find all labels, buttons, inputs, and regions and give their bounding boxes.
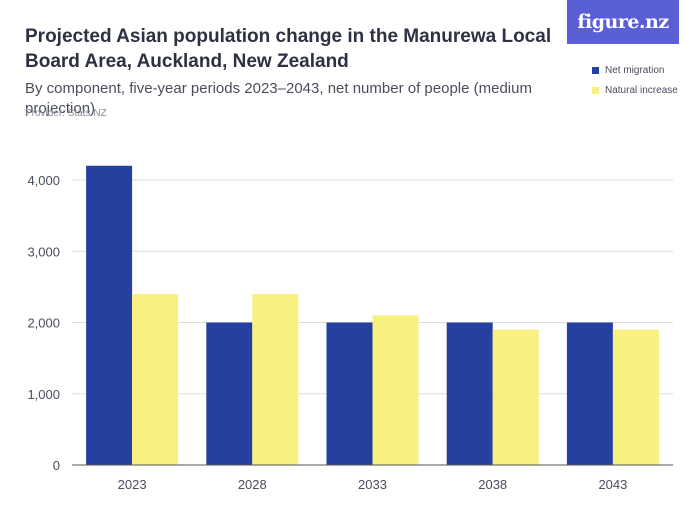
figure-nz-logo[interactable]: figure.nz	[567, 0, 679, 44]
x-tick-label: 2033	[358, 477, 387, 492]
chart-legend: Net migration Natural increase	[592, 60, 678, 100]
x-tick-label: 2043	[598, 477, 627, 492]
legend-item-net-migration: Net migration	[592, 60, 678, 80]
bar-net-migration	[206, 322, 253, 465]
bar-net-migration	[566, 322, 613, 465]
x-tick-label: 2038	[478, 477, 507, 492]
bar-natural-increase	[612, 329, 659, 465]
y-tick-label: 1,000	[27, 387, 60, 402]
legend-label-natural-increase: Natural increase	[605, 84, 678, 96]
y-tick-label: 3,000	[27, 244, 60, 259]
chart-subtitle: By component, five-year periods 2023–204…	[25, 80, 532, 117]
y-tick-label: 4,000	[27, 173, 60, 188]
y-tick-label: 2,000	[27, 316, 60, 331]
chart-title: Projected Asian population change in the…	[25, 26, 552, 72]
bar-natural-increase	[492, 329, 539, 465]
bar-net-migration	[446, 322, 493, 465]
bar-net-migration	[86, 165, 133, 465]
bar-net-migration	[326, 322, 373, 465]
legend-item-natural-increase: Natural increase	[592, 80, 678, 100]
legend-label-net-migration: Net migration	[605, 64, 665, 76]
legend-swatch-natural-increase	[592, 86, 599, 94]
x-tick-label: 2028	[238, 477, 267, 492]
legend-swatch-net-migration	[592, 66, 599, 74]
provider-label: Provider: Stats NZ	[25, 108, 107, 119]
bar-natural-increase	[252, 294, 299, 465]
x-tick-label: 2023	[118, 477, 147, 492]
bar-natural-increase	[132, 294, 179, 465]
bar-natural-increase	[372, 315, 419, 465]
y-tick-label: 0	[53, 458, 60, 473]
